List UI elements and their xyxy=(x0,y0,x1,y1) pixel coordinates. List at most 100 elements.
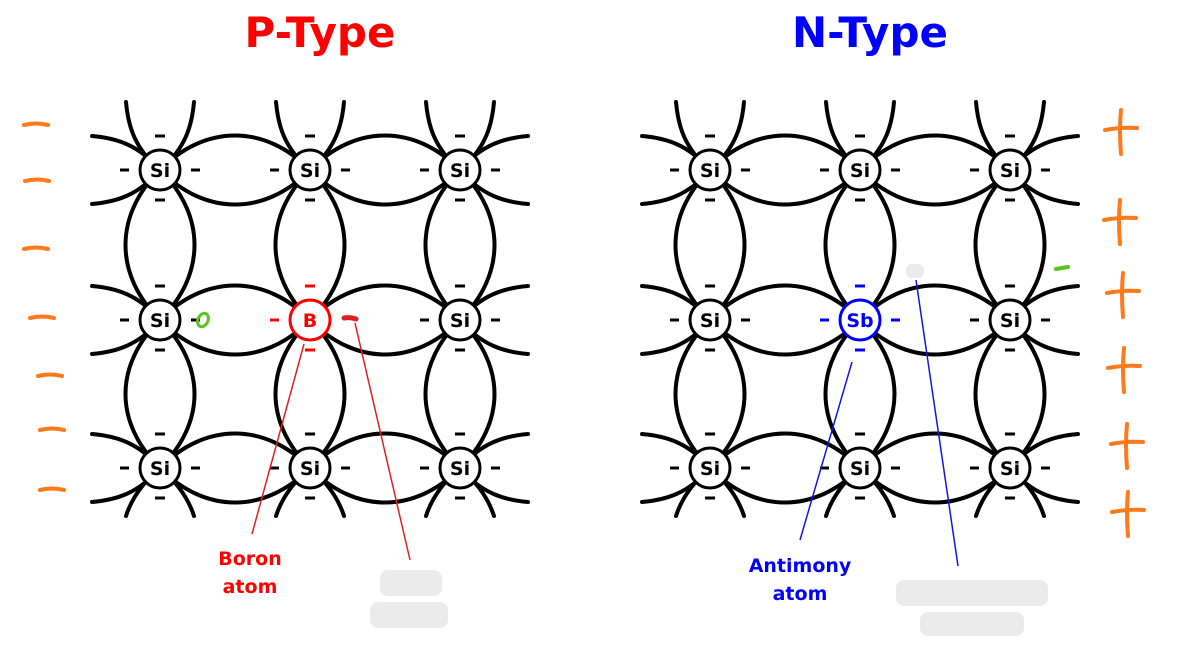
covalent-bond xyxy=(673,318,712,470)
n-type-lattice xyxy=(640,100,1080,518)
silicon-atom-symbol: Si xyxy=(1000,160,1020,182)
covalent-bond xyxy=(1008,318,1047,470)
covalent-bond xyxy=(158,318,197,470)
minus-sign-annotation xyxy=(38,426,66,432)
covalent-bond xyxy=(858,168,1012,207)
silicon-atom-symbol: Si xyxy=(450,310,470,332)
covalent-bond xyxy=(823,318,862,470)
covalent-bond xyxy=(158,466,312,505)
minus-sign-annotation xyxy=(22,121,50,127)
silicon-atom-symbol: Si xyxy=(150,310,170,332)
covalent-bond xyxy=(458,168,497,322)
redacted-label xyxy=(370,602,448,628)
minus-sign-annotation xyxy=(23,177,51,183)
silicon-atom: Si xyxy=(670,284,750,352)
covalent-bond xyxy=(708,133,862,172)
silicon-atom: Si xyxy=(670,134,750,202)
silicon-atom: Si xyxy=(970,284,1050,352)
silicon-atom-symbol: Si xyxy=(700,458,720,480)
covalent-bond xyxy=(673,168,712,322)
silicon-atom: Si xyxy=(970,134,1050,202)
covalent-bond xyxy=(158,133,312,172)
silicon-atom-circle xyxy=(438,446,482,490)
covalent-bond xyxy=(308,318,462,357)
covalent-bond xyxy=(708,283,862,322)
silicon-atom: Si xyxy=(120,432,200,500)
covalent-bond xyxy=(708,318,862,357)
silicon-atom-symbol: Si xyxy=(450,160,470,182)
minus-sign-annotation xyxy=(38,486,66,492)
silicon-atom-circle xyxy=(288,148,332,192)
covalent-bond xyxy=(273,318,312,470)
covalent-bond xyxy=(423,318,462,470)
silicon-atom-symbol: Si xyxy=(1000,458,1020,480)
silicon-atom: Si xyxy=(820,432,900,500)
silicon-atom-circle xyxy=(138,148,182,192)
silicon-atom-symbol: Si xyxy=(850,160,870,182)
silicon-atom-circle xyxy=(988,298,1032,342)
silicon-atom-symbol: Si xyxy=(300,160,320,182)
covalent-bond xyxy=(973,318,1012,470)
covalent-bond xyxy=(158,431,312,470)
plus-sign-annotation xyxy=(1118,108,1123,156)
boron-atom-symbol: B xyxy=(303,310,317,332)
covalent-bond xyxy=(708,431,862,470)
covalent-bond xyxy=(708,466,862,505)
antimony-atom-circle xyxy=(838,298,882,342)
covalent-bond xyxy=(308,466,462,505)
silicon-atom: Si xyxy=(970,432,1050,500)
boron-atom-label: Boron atom xyxy=(195,545,305,601)
covalent-bond xyxy=(858,168,897,322)
silicon-atom-circle xyxy=(288,446,332,490)
covalent-bond xyxy=(1008,168,1047,322)
p-type-title: P-Type xyxy=(244,8,396,57)
redacted-label xyxy=(380,570,442,596)
red-electron-mark xyxy=(341,315,359,322)
silicon-atom: Si xyxy=(420,432,500,500)
covalent-bond xyxy=(858,318,1012,357)
silicon-atom: Si xyxy=(120,284,200,352)
covalent-bond xyxy=(123,168,162,322)
covalent-bond xyxy=(308,318,347,470)
silicon-atom-circle xyxy=(138,298,182,342)
covalent-bond xyxy=(158,168,197,322)
electron-pointer-line xyxy=(915,279,959,567)
silicon-atom: Si xyxy=(120,134,200,202)
covalent-bond xyxy=(158,168,312,207)
covalent-bond xyxy=(858,318,897,470)
silicon-atom-symbol: Si xyxy=(850,458,870,480)
boron-pointer-line xyxy=(251,343,305,535)
silicon-atom-symbol: Si xyxy=(150,160,170,182)
plus-sign-annotation xyxy=(1124,422,1129,470)
antimony-atom-label: Antimony atom xyxy=(725,552,875,608)
silicon-atom-circle xyxy=(688,148,732,192)
minus-sign-annotation xyxy=(28,314,56,320)
covalent-bond xyxy=(858,431,1012,470)
redacted-label xyxy=(920,612,1024,636)
covalent-bond xyxy=(158,318,312,357)
covalent-bond xyxy=(823,168,862,322)
silicon-atom-circle xyxy=(688,446,732,490)
boron-label-line1: Boron xyxy=(218,548,282,570)
covalent-bond xyxy=(273,168,312,322)
redacted-label xyxy=(906,264,924,278)
silicon-atom-circle xyxy=(838,446,882,490)
minus-sign-annotation xyxy=(22,245,50,251)
silicon-atom: Si xyxy=(670,432,750,500)
plus-sign-annotation xyxy=(1121,346,1126,394)
silicon-atom: Si xyxy=(420,284,500,352)
silicon-atom-symbol: Si xyxy=(150,458,170,480)
boron-atom-circle xyxy=(288,298,332,342)
silicon-atom-symbol: Si xyxy=(700,160,720,182)
covalent-bond xyxy=(458,318,497,470)
antimony-atom-symbol: Sb xyxy=(846,310,873,332)
silicon-atom-circle xyxy=(438,148,482,192)
extra-electron-mark xyxy=(1054,265,1070,271)
covalent-bond xyxy=(123,318,162,470)
covalent-bond xyxy=(858,133,1012,172)
n-type-title: N-Type xyxy=(791,8,948,57)
covalent-bond xyxy=(708,168,862,207)
hole-mark xyxy=(196,311,210,329)
negative-charge-marks xyxy=(22,121,66,492)
